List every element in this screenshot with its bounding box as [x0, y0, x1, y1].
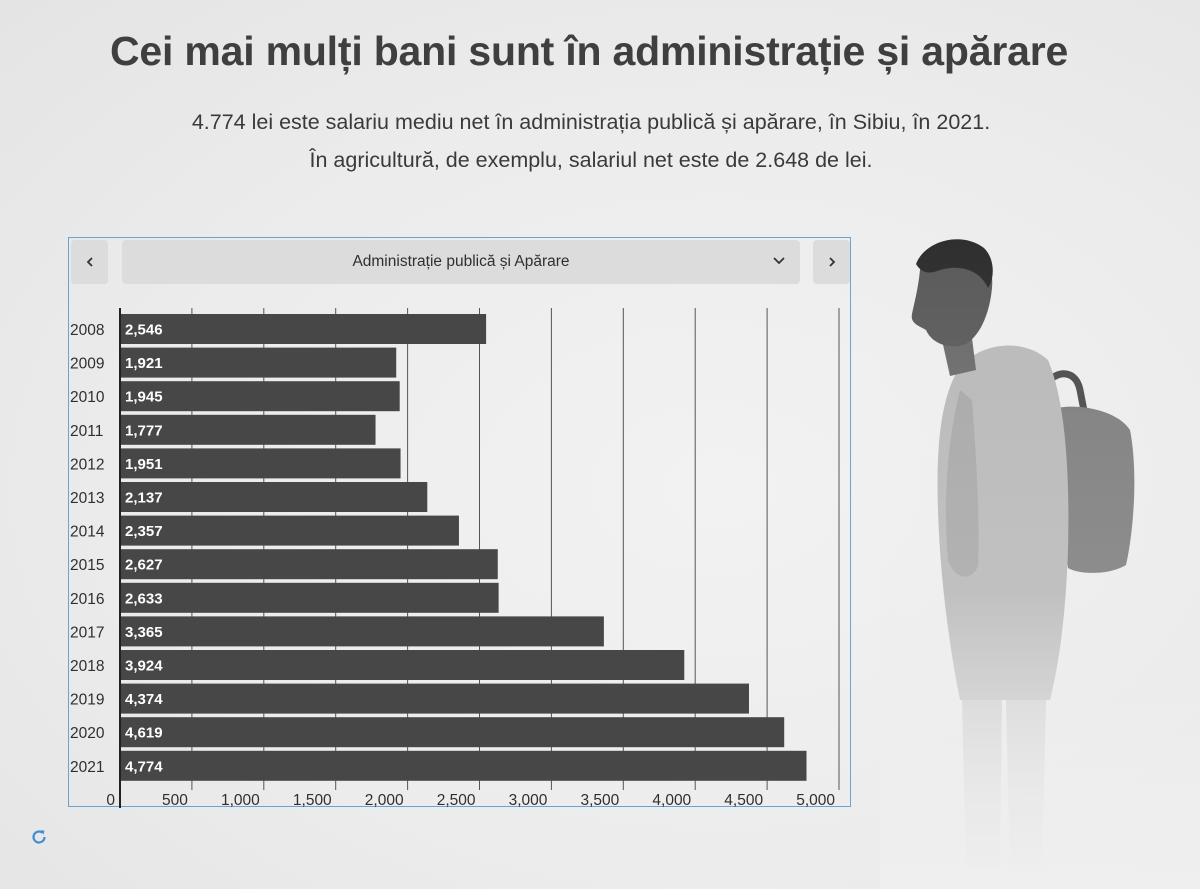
- bar-value-label: 1,921: [125, 355, 163, 372]
- subtitle-line-2: În agricultură, de exemplu, salariul net…: [309, 148, 873, 172]
- next-category-button[interactable]: [813, 240, 850, 284]
- subtitle-line-1: 4.774 lei este salariu mediu net în admi…: [191, 110, 991, 134]
- bar: [120, 549, 498, 580]
- x-tick-label: 2,000: [365, 792, 404, 809]
- bar: [120, 448, 401, 479]
- x-tick-label: 0: [106, 792, 115, 809]
- category-select-value: Administrație publică și Apărare: [352, 253, 570, 270]
- previous-category-button[interactable]: [71, 240, 108, 284]
- refresh-icon[interactable]: [30, 828, 48, 846]
- x-tick-label: 2,500: [437, 792, 476, 809]
- x-tick-label: 4,500: [724, 792, 763, 809]
- bar: [120, 314, 487, 344]
- bar-value-label: 1,945: [125, 389, 163, 406]
- category-select[interactable]: Administrație publică și Apărare: [122, 240, 800, 284]
- bar-value-label: 4,619: [125, 725, 163, 742]
- bar-value-label: 1,951: [125, 456, 163, 473]
- chevron-down-icon: [773, 257, 785, 265]
- bar: [120, 482, 428, 512]
- bar-value-label: 2,546: [125, 322, 163, 339]
- x-tick-label: 5,000: [796, 792, 835, 809]
- x-tick-label: 3,500: [581, 792, 620, 809]
- bar-value-label: 3,924: [125, 658, 163, 675]
- x-tick-label: 3,000: [509, 792, 548, 809]
- bar: [120, 582, 499, 613]
- bar: [120, 650, 685, 680]
- category-label: 2008: [70, 322, 104, 339]
- bar: [120, 750, 807, 781]
- bar-value-label: 2,633: [125, 590, 163, 607]
- bar-value-label: 3,365: [125, 624, 163, 641]
- category-label: 2014: [70, 524, 105, 541]
- bar-value-label: 1,777: [125, 422, 163, 439]
- category-label: 2016: [70, 591, 104, 608]
- category-label: 2010: [70, 389, 105, 406]
- chevron-right-icon: [828, 257, 835, 267]
- bar-value-label: 2,357: [125, 523, 163, 540]
- category-label: 2021: [70, 759, 104, 776]
- bar: [120, 717, 785, 748]
- bar: [120, 414, 376, 445]
- x-tick-label: 4,000: [652, 792, 691, 809]
- bar: [120, 616, 604, 647]
- category-label: 2017: [70, 624, 104, 641]
- x-tick-label: 1,500: [293, 792, 332, 809]
- bar-value-label: 4,774: [125, 758, 163, 775]
- bar: [120, 347, 397, 378]
- chevron-left-icon: [86, 257, 93, 267]
- category-label: 2013: [70, 490, 104, 507]
- salary-bar-chart: 2,546 2008 1,921 2009 1,945 2010 1,777 2011 1,95…: [70, 308, 840, 809]
- category-label: 2020: [70, 725, 105, 742]
- category-label: 2009: [70, 356, 104, 373]
- bar-value-label: 2,137: [125, 490, 163, 507]
- category-label: 2018: [70, 658, 104, 675]
- chart-widget: Administrație publică și Apărare 2,546 20…: [68, 237, 851, 809]
- bar: [120, 381, 400, 412]
- x-tick-label: 1,000: [221, 792, 260, 809]
- bar-value-label: 4,374: [125, 691, 163, 708]
- category-label: 2011: [70, 423, 103, 440]
- category-label: 2012: [70, 456, 104, 473]
- man-with-backpack-image: [880, 230, 1200, 889]
- bar: [120, 683, 749, 714]
- bar-value-label: 2,627: [125, 557, 163, 574]
- category-label: 2019: [70, 692, 104, 709]
- page-title: Cei mai mulți bani sunt în administrație…: [109, 28, 1069, 74]
- bar: [120, 515, 459, 546]
- category-label: 2015: [70, 557, 104, 574]
- x-tick-label: 500: [162, 792, 188, 809]
